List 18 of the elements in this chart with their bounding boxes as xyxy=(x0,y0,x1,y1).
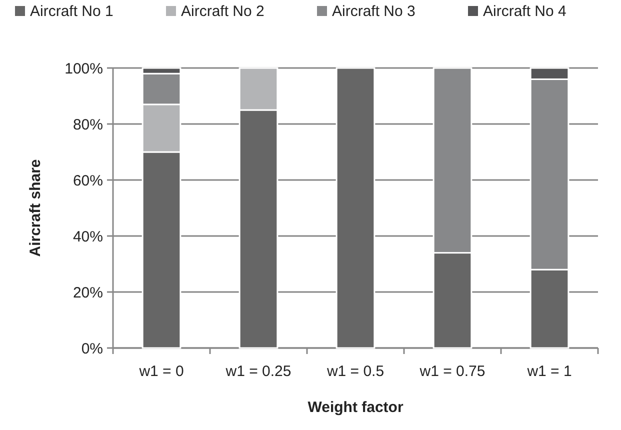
y-tick-label: 40% xyxy=(72,228,103,246)
legend-label: Aircraft No 1 xyxy=(30,3,114,20)
legend-label: Aircraft No 3 xyxy=(332,3,416,20)
x-tick-label: w1 = 0 xyxy=(138,363,184,380)
y-tick-label: 20% xyxy=(72,284,103,302)
y-tick-label: 0% xyxy=(81,340,103,358)
x-tick-label: w1 = 1 xyxy=(526,363,572,380)
x-tick-label: w1 = 0.75 xyxy=(418,363,486,380)
legend-label: Aircraft No 2 xyxy=(181,3,264,20)
x-tick-label: w1 = 0.5 xyxy=(326,363,384,380)
x-axis-title: Weight factor xyxy=(308,399,404,416)
y-tick-label: 60% xyxy=(72,172,103,190)
y-tick-label: 100% xyxy=(64,60,103,78)
x-tick-label: w1 = 0.25 xyxy=(224,363,292,380)
legend-label: Aircraft No 4 xyxy=(483,3,566,20)
y-tick-label: 80% xyxy=(72,116,103,134)
bar xyxy=(336,67,376,349)
y-axis-title: Aircraft share xyxy=(27,159,44,257)
